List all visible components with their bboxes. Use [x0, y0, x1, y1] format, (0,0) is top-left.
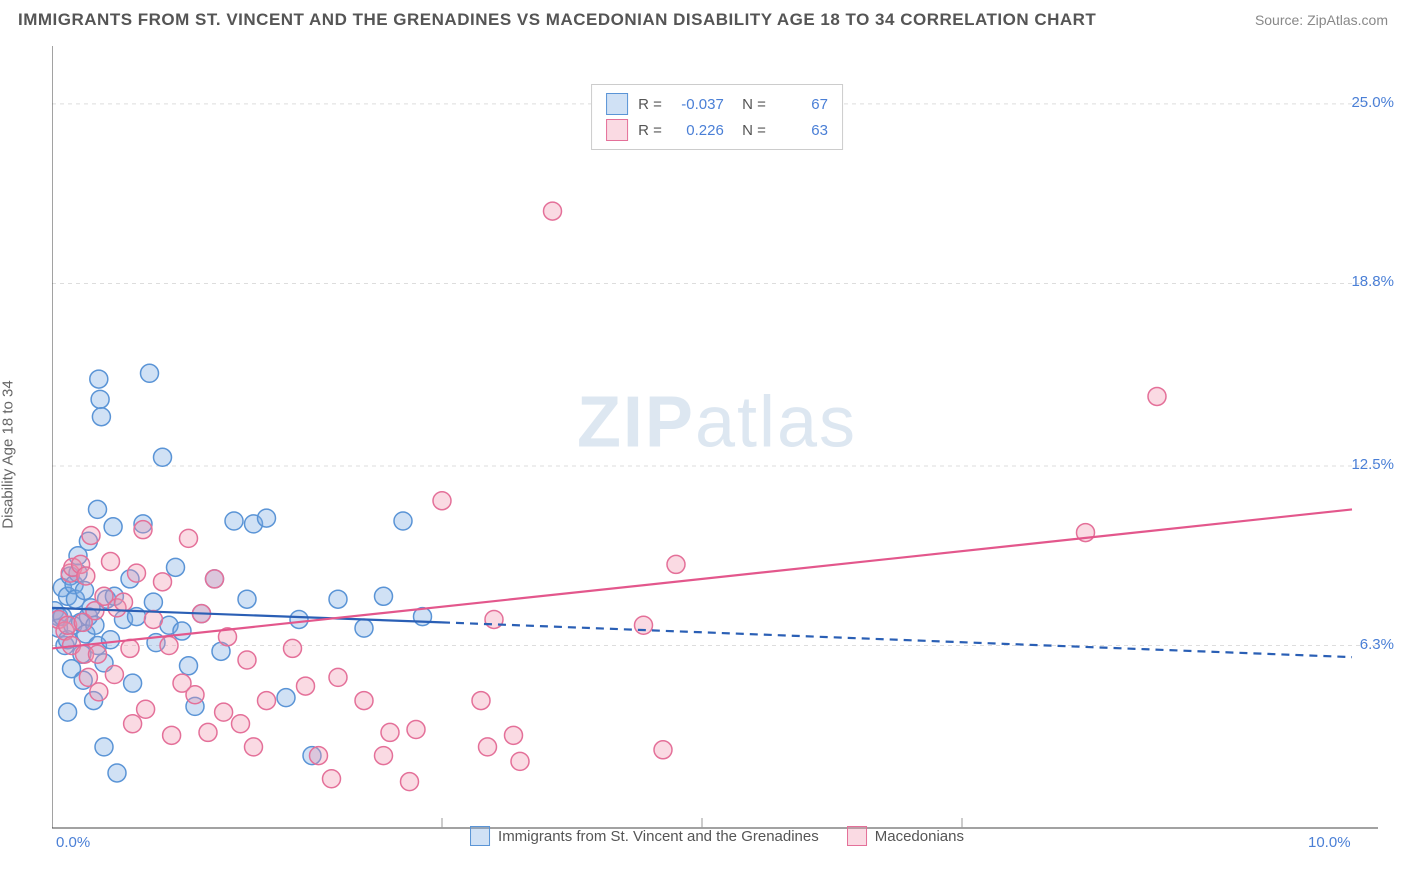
- legend-item: Macedonians: [847, 826, 964, 846]
- legend-r-value: -0.037: [672, 96, 724, 113]
- legend-r-label: R =: [638, 96, 662, 113]
- legend-swatch-pink: [606, 119, 628, 141]
- legend-r-value: 0.226: [672, 122, 724, 139]
- y-tick-label: 6.3%: [1334, 636, 1394, 653]
- legend-n-label: N =: [734, 122, 766, 139]
- legend-swatch-pink: [847, 826, 867, 846]
- source-label: Source: ZipAtlas.com: [1255, 12, 1388, 28]
- chart-title: IMMIGRANTS FROM ST. VINCENT AND THE GREN…: [18, 10, 1096, 30]
- legend-correlation: R = -0.037 N = 67 R = 0.226 N = 63: [591, 84, 843, 150]
- legend-n-label: N =: [734, 96, 766, 113]
- legend-row: R = 0.226 N = 63: [606, 117, 828, 143]
- legend-n-value: 67: [776, 96, 828, 113]
- legend-r-label: R =: [638, 122, 662, 139]
- legend-swatch-blue: [606, 93, 628, 115]
- y-tick-label: 12.5%: [1334, 456, 1394, 473]
- legend-swatch-blue: [470, 826, 490, 846]
- legend-label: Macedonians: [875, 828, 964, 845]
- x-tick-label: 0.0%: [56, 834, 90, 851]
- legend-series: Immigrants from St. Vincent and the Gren…: [470, 826, 964, 846]
- legend-n-value: 63: [776, 122, 828, 139]
- chart-container: ZIPatlas R = -0.037 N = 67 R = 0.226 N =…: [52, 42, 1382, 852]
- legend-label: Immigrants from St. Vincent and the Gren…: [498, 828, 819, 845]
- y-axis-label: Disability Age 18 to 34: [0, 380, 17, 528]
- legend-row: R = -0.037 N = 67: [606, 91, 828, 117]
- y-tick-label: 25.0%: [1334, 94, 1394, 111]
- y-tick-label: 18.8%: [1334, 273, 1394, 290]
- legend-item: Immigrants from St. Vincent and the Gren…: [470, 826, 819, 846]
- scatter-chart: [52, 42, 1382, 852]
- x-tick-label: 10.0%: [1308, 834, 1351, 851]
